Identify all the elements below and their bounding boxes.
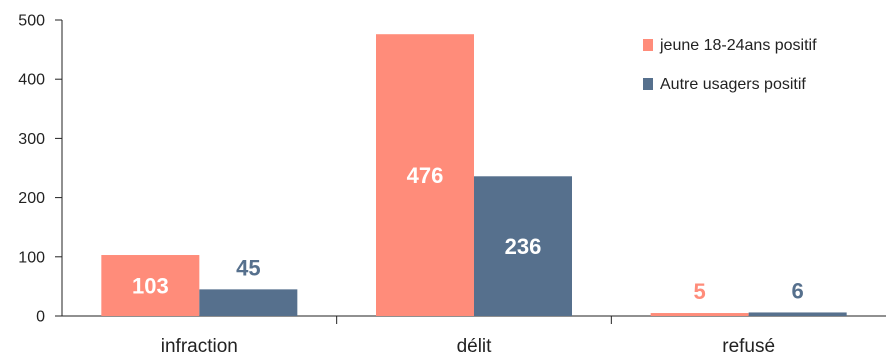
y-tick-label: 500: [18, 13, 45, 30]
data-label: 103: [132, 274, 169, 299]
bars: [101, 34, 847, 316]
y-tick-label: 0: [36, 309, 45, 326]
legend-label: jeune 18-24ans positif: [659, 37, 817, 54]
y-tick-label: 400: [18, 72, 45, 89]
legend: jeune 18-24ans positif Autre usagers posi…: [643, 37, 817, 93]
legend-swatch: [643, 78, 653, 90]
data-label: 5: [694, 279, 706, 304]
x-tick-label: infraction: [161, 336, 238, 357]
data-label: 476: [407, 163, 444, 188]
x-ticks: infraction délit refusé: [161, 316, 775, 357]
y-tick-label: 300: [18, 131, 45, 148]
data-label: 45: [236, 255, 260, 280]
data-label: 236: [505, 234, 542, 259]
x-tick-label: refusé: [722, 336, 775, 357]
bar-autre: [748, 312, 847, 316]
legend-label: Autre usagers positif: [660, 76, 806, 93]
legend-swatch: [643, 39, 653, 51]
y-tick-label: 100: [18, 249, 45, 266]
data-label: 6: [792, 278, 804, 303]
y-tick-label: 200: [18, 190, 45, 207]
x-tick-label: délit: [457, 336, 493, 357]
bar-jeune: [376, 34, 474, 316]
bar-jeune: [650, 313, 749, 316]
bar-autre: [474, 176, 572, 316]
y-ticks: 0 100 200 300 400 500: [18, 13, 62, 326]
bar-jeune: [101, 255, 200, 316]
data-labels: 103 476 5 45 236 6: [132, 163, 804, 304]
bar-autre: [199, 289, 298, 316]
